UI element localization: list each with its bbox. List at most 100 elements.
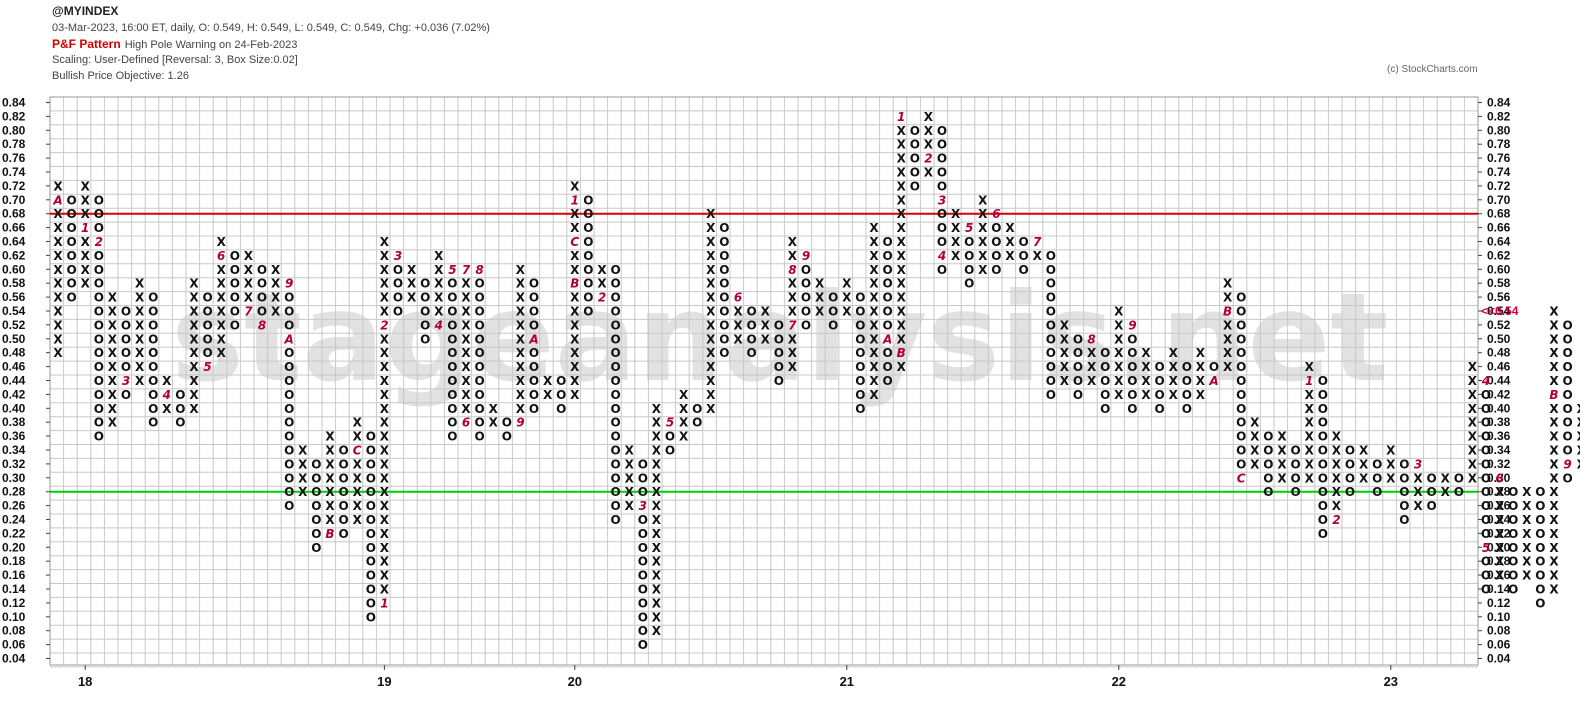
x-box: X xyxy=(1441,485,1451,499)
x-box: X xyxy=(516,263,526,277)
o-box: O xyxy=(1562,332,1572,346)
o-box: O xyxy=(94,402,104,416)
x-box: X xyxy=(788,277,798,291)
o-box: O xyxy=(937,152,947,166)
x-box: X xyxy=(869,221,879,235)
x-box: X xyxy=(897,249,907,263)
o-box: O xyxy=(284,471,294,485)
o-box: O xyxy=(1372,457,1382,471)
quote-line: 03-Mar-2023, 16:00 ET, daily, O: 0.549, … xyxy=(52,22,490,34)
o-box: O xyxy=(719,235,729,249)
o-box: O xyxy=(1263,457,1273,471)
o-box: O xyxy=(774,318,784,332)
x-box: X xyxy=(869,235,879,249)
o-box: O xyxy=(1318,499,1328,513)
o-box: O xyxy=(366,430,376,444)
o-box: O xyxy=(638,569,648,583)
x-box: X xyxy=(461,388,471,402)
o-box: O xyxy=(1535,596,1545,610)
o-box: O xyxy=(855,360,865,374)
o-box: O xyxy=(1182,402,1192,416)
x-box: X xyxy=(461,346,471,360)
x-box: X xyxy=(761,305,771,319)
y-tick-left: 0.54 xyxy=(2,304,26,318)
x-box: X xyxy=(298,444,308,458)
x-box: X xyxy=(1549,430,1559,444)
o-box: O xyxy=(1481,471,1491,485)
o-box: O xyxy=(1127,388,1137,402)
watermark: stageanalysis.net xyxy=(171,267,1389,409)
o-box: O xyxy=(1481,513,1491,527)
x-box: X xyxy=(271,305,281,319)
o-box: O xyxy=(393,305,403,319)
o-box: O xyxy=(1046,318,1056,332)
o-box: O xyxy=(719,221,729,235)
o-box: O xyxy=(1318,513,1328,527)
o-box: O xyxy=(1562,318,1572,332)
x-box: X xyxy=(217,277,227,291)
o-box: O xyxy=(447,402,457,416)
y-tick-left: 0.30 xyxy=(2,471,26,485)
x-box: X xyxy=(1577,457,1580,471)
o-box: O xyxy=(610,360,620,374)
o-box: O xyxy=(882,374,892,388)
o-box: O xyxy=(529,360,539,374)
y-tick-right: 0.04 xyxy=(1487,652,1511,666)
o-box: O xyxy=(474,318,484,332)
o-box: O xyxy=(1399,471,1409,485)
x-box: X xyxy=(380,305,390,319)
x-box: X xyxy=(1549,527,1559,541)
x-box: X xyxy=(81,277,91,291)
x-box: X xyxy=(53,318,63,332)
o-box: O xyxy=(665,430,675,444)
x-box: X xyxy=(1549,555,1559,569)
x-box: X xyxy=(679,430,689,444)
x-box: X xyxy=(1549,569,1559,583)
o-box: O xyxy=(1154,388,1164,402)
x-box: X xyxy=(1305,360,1315,374)
o-box: O xyxy=(1236,444,1246,458)
o-box: O xyxy=(366,569,376,583)
o-box: O xyxy=(148,346,158,360)
o-box: O xyxy=(1073,332,1083,346)
x-box: X xyxy=(53,207,63,221)
x-tick-label: 20 xyxy=(568,674,582,689)
x-box: X xyxy=(1141,360,1151,374)
o-box: O xyxy=(638,485,648,499)
o-box: O xyxy=(1481,583,1491,597)
y-tick-right: 0.72 xyxy=(1487,179,1511,193)
x-box: X xyxy=(81,235,91,249)
x-box: X xyxy=(1577,402,1580,416)
o-box: O xyxy=(937,179,947,193)
o-box: O xyxy=(1318,444,1328,458)
x-box: X xyxy=(1223,318,1233,332)
o-box: O xyxy=(311,541,321,555)
o-box: O xyxy=(855,402,865,416)
x-box: X xyxy=(706,249,716,263)
month-marker: 6 xyxy=(992,207,1000,221)
o-box: O xyxy=(420,318,430,332)
x-box: X xyxy=(1196,374,1206,388)
y-tick-left: 0.70 xyxy=(2,193,26,207)
x-box: X xyxy=(706,207,716,221)
x-box: X xyxy=(1495,527,1505,541)
o-box: O xyxy=(393,263,403,277)
x-box: X xyxy=(1087,346,1097,360)
o-box: O xyxy=(1236,416,1246,430)
x-box: X xyxy=(652,583,662,597)
x-box: X xyxy=(1169,374,1179,388)
x-box: X xyxy=(1305,388,1315,402)
o-box: O xyxy=(420,291,430,305)
y-tick-left: 0.82 xyxy=(2,109,26,123)
o-box: O xyxy=(447,388,457,402)
o-box: O xyxy=(1263,444,1273,458)
x-box: X xyxy=(380,235,390,249)
x-box: X xyxy=(788,291,798,305)
o-box: O xyxy=(1127,346,1137,360)
x-box: X xyxy=(1577,430,1580,444)
x-box: X xyxy=(1169,388,1179,402)
o-box: O xyxy=(583,305,593,319)
x-box: X xyxy=(325,499,335,513)
x-box: X xyxy=(53,263,63,277)
y-tick-left: 0.52 xyxy=(2,318,26,332)
